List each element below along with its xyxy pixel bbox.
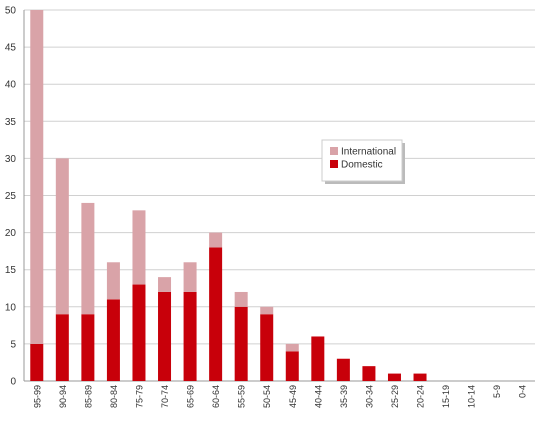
bar: [55, 314, 69, 381]
bar: [234, 306, 248, 381]
bar: [55, 158, 69, 315]
bar: [209, 247, 223, 381]
bar: [183, 262, 197, 292]
legend-swatch: [330, 160, 338, 168]
y-tick-label: 50: [5, 6, 17, 17]
y-tick-label: 40: [5, 80, 17, 91]
x-tick-label: 15-19: [441, 385, 451, 408]
y-tick-label: 45: [5, 43, 17, 54]
x-tick-label: 45-49: [288, 385, 298, 408]
legend-label: Domestic: [341, 160, 383, 171]
x-tick-label: 60-64: [211, 385, 221, 408]
y-tick-label: 20: [5, 228, 17, 239]
x-tick-label: 50-54: [262, 385, 272, 408]
bar: [285, 351, 299, 381]
x-tick-label: 5-9: [492, 385, 502, 398]
y-tick-label: 30: [5, 154, 17, 165]
bar: [106, 262, 120, 300]
bar: [81, 314, 95, 381]
bar: [362, 366, 376, 381]
bar: [413, 373, 427, 381]
bar: [183, 291, 197, 381]
x-tick-label: 55-59: [237, 385, 247, 408]
x-tick-label: 75-79: [134, 385, 144, 408]
bar: [387, 373, 401, 381]
legend-swatch: [330, 147, 338, 155]
x-tick-label: 20-24: [416, 385, 426, 408]
x-tick-label: 35-39: [339, 385, 349, 408]
bar: [106, 299, 120, 381]
bar: [311, 336, 325, 381]
x-tick-label: 95-99: [32, 385, 42, 408]
x-tick-label: 25-29: [390, 385, 400, 408]
legend: International Domestic: [321, 139, 405, 184]
x-tick-label: 85-89: [83, 385, 93, 408]
x-tick-label: 0-4: [518, 385, 528, 398]
x-tick-label: 70-74: [160, 385, 170, 408]
bar: [260, 314, 274, 381]
y-tick-label: 0: [10, 377, 16, 388]
y-tick-label: 35: [5, 117, 17, 128]
y-tick-label: 25: [5, 191, 17, 202]
bar: [81, 202, 95, 315]
bar: [132, 284, 146, 381]
x-tick-label: 10-14: [467, 385, 477, 408]
bar: [234, 291, 248, 307]
x-tick-label: 40-44: [313, 385, 323, 408]
y-tick-label: 10: [5, 302, 17, 313]
y-tick-label: 15: [5, 265, 17, 276]
bar: [158, 291, 172, 381]
bar: [158, 277, 172, 292]
bar: [209, 232, 223, 248]
bar: [285, 343, 299, 352]
x-tick-label: 65-69: [186, 385, 196, 408]
bar: [260, 306, 274, 315]
bar: [336, 358, 350, 381]
bar: [132, 210, 146, 285]
x-tick-label: 80-84: [109, 385, 119, 408]
legend-label: International: [341, 147, 396, 158]
x-tick-label: 30-34: [364, 385, 374, 408]
x-tick-label: 90-94: [58, 385, 68, 408]
y-tick-label: 5: [10, 339, 16, 350]
bar: [30, 343, 44, 381]
bar: [30, 10, 44, 344]
